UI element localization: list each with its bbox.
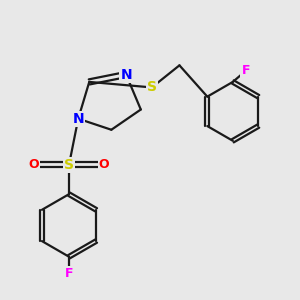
Text: N: N bbox=[72, 112, 84, 126]
Text: O: O bbox=[29, 158, 39, 171]
Text: O: O bbox=[99, 158, 109, 171]
Text: N: N bbox=[120, 68, 132, 82]
Text: S: S bbox=[147, 80, 157, 94]
Text: F: F bbox=[65, 267, 73, 280]
Text: F: F bbox=[242, 64, 250, 77]
Text: S: S bbox=[64, 158, 74, 172]
